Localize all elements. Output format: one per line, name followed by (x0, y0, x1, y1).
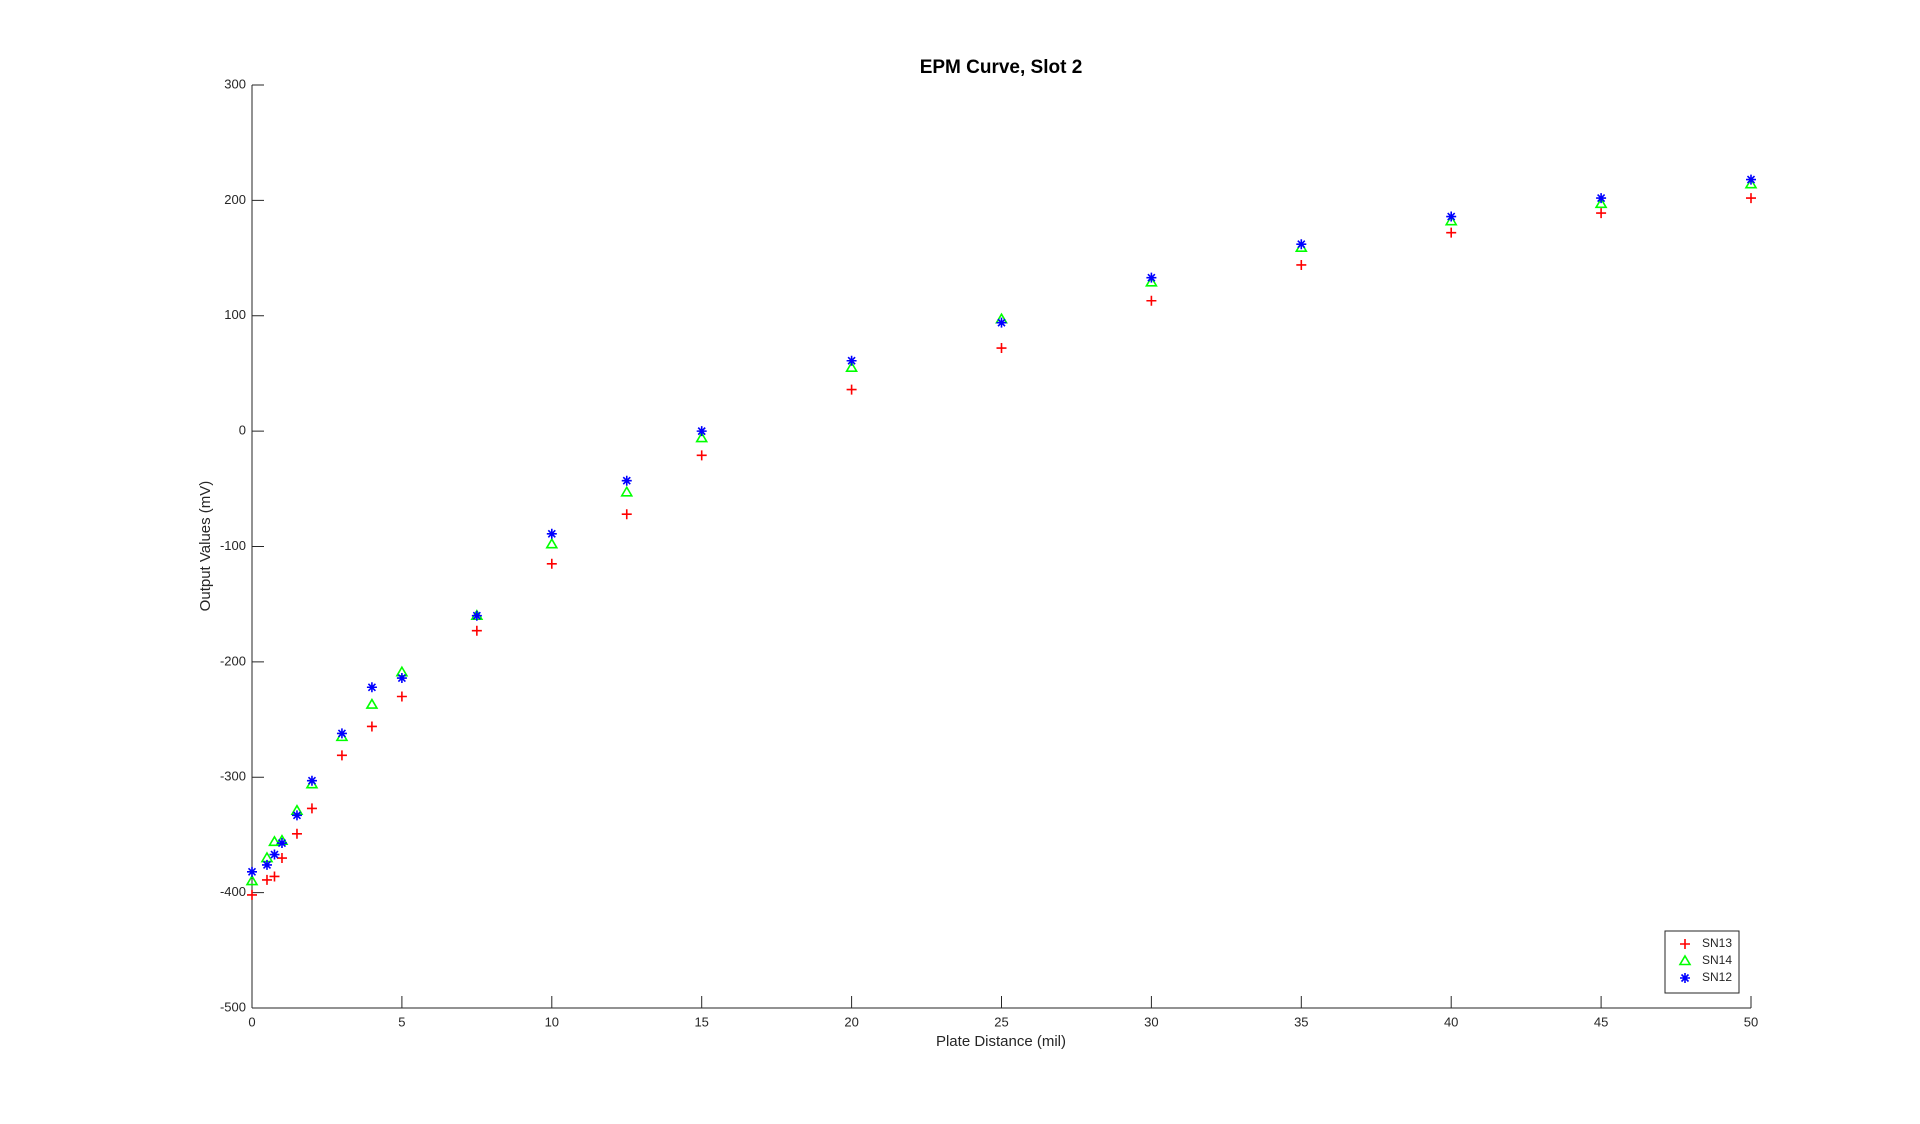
legend-label: SN14 (1702, 953, 1732, 967)
x-tick-label: 40 (1444, 1014, 1458, 1029)
data-point (1446, 211, 1457, 222)
data-point (1145, 275, 1158, 287)
legend-label: SN12 (1702, 970, 1732, 984)
x-tick-label: 5 (398, 1014, 405, 1029)
legend-marker (1678, 954, 1692, 966)
data-point (269, 871, 280, 882)
data-point (996, 317, 1007, 328)
y-tick-label: -400 (220, 884, 246, 899)
data-point (396, 691, 407, 702)
data-point (1596, 193, 1607, 204)
data-point (1296, 239, 1307, 250)
legend: SN13 SN14 SN12 (1664, 930, 1740, 994)
data-point (546, 558, 557, 569)
x-axis-label: Plate Distance (mil) (936, 1033, 1066, 1050)
data-point (396, 673, 407, 684)
data-point (276, 838, 287, 849)
legend-marker (1680, 973, 1690, 983)
data-point (261, 874, 272, 885)
data-point (846, 384, 857, 395)
data-point (471, 625, 482, 636)
data-point (695, 431, 709, 443)
data-point (545, 537, 559, 549)
data-point (1596, 208, 1607, 219)
y-tick-label: -300 (220, 769, 246, 784)
data-point (247, 889, 257, 900)
y-tick-label: -100 (220, 538, 246, 553)
x-tick-label: 20 (844, 1014, 858, 1029)
data-point (1446, 227, 1457, 238)
y-tick-label: -200 (220, 653, 246, 668)
x-tick-label: 15 (694, 1014, 708, 1029)
data-point (1746, 174, 1756, 185)
data-point (1746, 193, 1756, 204)
data-point (1146, 295, 1157, 306)
chart-title: EPM Curve, Slot 2 (920, 57, 1083, 78)
data-point (696, 450, 707, 461)
legend-box (1664, 930, 1740, 994)
data-point (291, 810, 302, 821)
data-point (846, 355, 857, 366)
data-point (276, 853, 287, 864)
data-point (471, 610, 482, 621)
data-point (261, 859, 272, 870)
data-point (1146, 272, 1157, 283)
data-point (1444, 214, 1458, 226)
data-point (696, 426, 707, 437)
data-point (306, 803, 317, 814)
x-tick-label: 0 (248, 1014, 255, 1029)
data-point (245, 874, 259, 886)
legend-label: SN13 (1702, 936, 1732, 950)
data-point (268, 835, 281, 847)
data-point (269, 849, 280, 860)
y-axis-label: Output Values (mV) (197, 481, 214, 612)
data-point (247, 866, 257, 877)
x-tick-label: 50 (1744, 1014, 1758, 1029)
data-point (996, 343, 1007, 354)
legend-marker (1680, 939, 1690, 949)
data-point (365, 697, 379, 709)
data-point (336, 728, 347, 739)
y-tick-label: -500 (220, 999, 246, 1014)
data-point (621, 509, 632, 520)
y-tick-label: 0 (239, 423, 246, 438)
y-tick-label: 100 (224, 307, 246, 322)
y-tick-label: 300 (224, 76, 246, 91)
x-tick-label: 25 (994, 1014, 1008, 1029)
x-tick-label: 30 (1144, 1014, 1158, 1029)
data-point (546, 528, 557, 539)
data-point (291, 828, 302, 839)
data-point (1594, 197, 1608, 209)
data-point (366, 682, 377, 693)
y-tick-label: 200 (224, 192, 246, 207)
data-point (620, 485, 634, 497)
data-point (621, 475, 632, 486)
data-point (306, 775, 317, 786)
x-tick-label: 10 (545, 1014, 559, 1029)
data-point (1296, 259, 1307, 270)
data-point (845, 361, 858, 372)
data-point (366, 721, 377, 732)
data-point (336, 750, 347, 761)
data-point (1744, 177, 1758, 189)
x-tick-label: 45 (1594, 1014, 1608, 1029)
x-tick-label: 35 (1294, 1014, 1308, 1029)
